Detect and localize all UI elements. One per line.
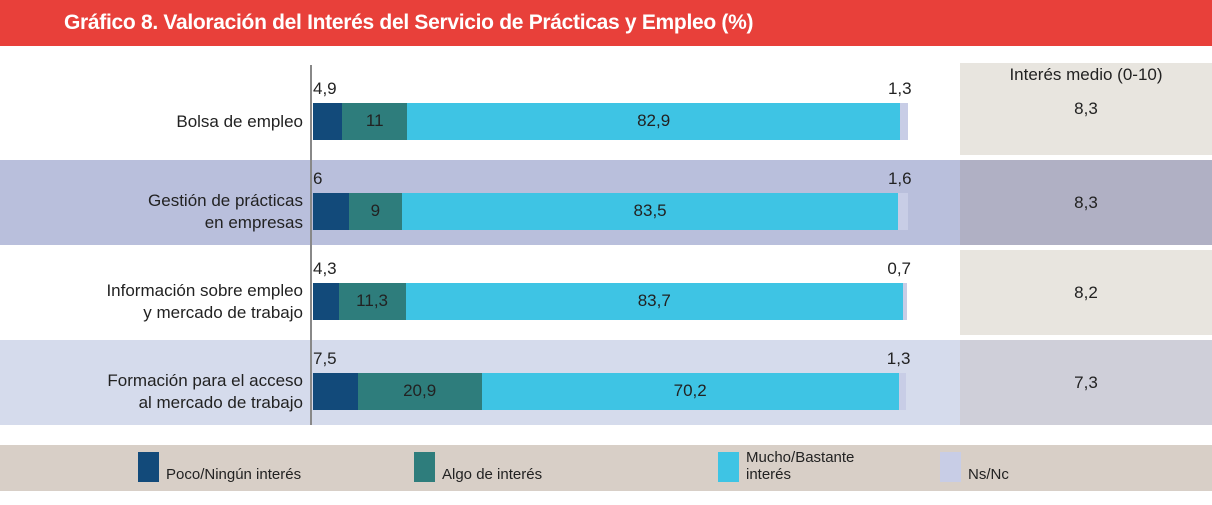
- mean-value: 7,3: [1074, 372, 1098, 392]
- category-label: Información sobre empleo y mercado de tr…: [106, 280, 303, 322]
- category-label: Formación para el acceso al mercado de t…: [107, 370, 303, 412]
- data-label: 70,2: [673, 381, 707, 400]
- bar-segment: [407, 103, 900, 140]
- data-label: 4,3: [313, 259, 337, 278]
- bar-segment: [405, 283, 903, 320]
- legend-band: [0, 445, 1212, 491]
- mean-value: 8,2: [1074, 282, 1098, 302]
- bar-segment: [898, 373, 907, 410]
- data-label: 11: [365, 111, 384, 130]
- legend-label: Ns/Nc: [968, 466, 1009, 483]
- bar-segment: [313, 373, 358, 410]
- bar-segment: [357, 373, 482, 410]
- bar-segment: [481, 373, 899, 410]
- data-label: 83,7: [637, 291, 671, 310]
- bar-segment: [402, 193, 899, 230]
- mean-title: Interés medio (0-10): [1009, 65, 1163, 84]
- legend-swatch: [138, 452, 159, 482]
- data-label: 7,5: [313, 349, 337, 368]
- bar-segment: [313, 103, 343, 140]
- bar-segment: [313, 193, 349, 230]
- axis-line: [310, 65, 312, 425]
- data-label: 11,3: [356, 291, 388, 310]
- data-label: 6: [313, 169, 323, 188]
- legend-label: Algo de interés: [442, 466, 543, 483]
- data-label: 1,3: [886, 349, 911, 368]
- category-label: Gestión de prácticas en empresas: [148, 190, 303, 232]
- title-band: [0, 0, 1212, 46]
- data-label: 20,9: [403, 381, 437, 400]
- bar-segment: [342, 103, 408, 140]
- bar-segment: [338, 283, 406, 320]
- mean-cell: [960, 250, 1212, 335]
- data-label: 82,9: [637, 111, 671, 130]
- bar-segment: [898, 193, 908, 230]
- legend-swatch: [414, 452, 435, 482]
- data-label: 1,6: [887, 169, 912, 188]
- data-label: 83,5: [633, 201, 667, 220]
- bar-segment: [899, 103, 908, 140]
- data-label: 0,7: [887, 259, 911, 278]
- mean-cell: [960, 340, 1212, 425]
- legend-swatch: [718, 452, 739, 482]
- bar-segment: [348, 193, 403, 230]
- chart-title: Gráfico 8. Valoración del Interés del Se…: [64, 11, 754, 34]
- mean-cell: [960, 160, 1212, 245]
- category-label: Bolsa de empleo: [176, 111, 303, 131]
- legend-label: Poco/Ningún interés: [166, 466, 302, 483]
- legend-swatch: [940, 452, 961, 482]
- bar-segment: [902, 283, 907, 320]
- mean-value: 8,3: [1074, 99, 1098, 118]
- mean-cell: [960, 63, 1212, 155]
- legend-label: Mucho/Bastante interés: [746, 449, 855, 483]
- data-label: 9: [370, 201, 381, 220]
- data-label: 4,9: [313, 79, 337, 98]
- mean-value: 8,3: [1074, 192, 1098, 212]
- data-label: 1,3: [887, 79, 912, 98]
- bar-segment: [313, 283, 339, 320]
